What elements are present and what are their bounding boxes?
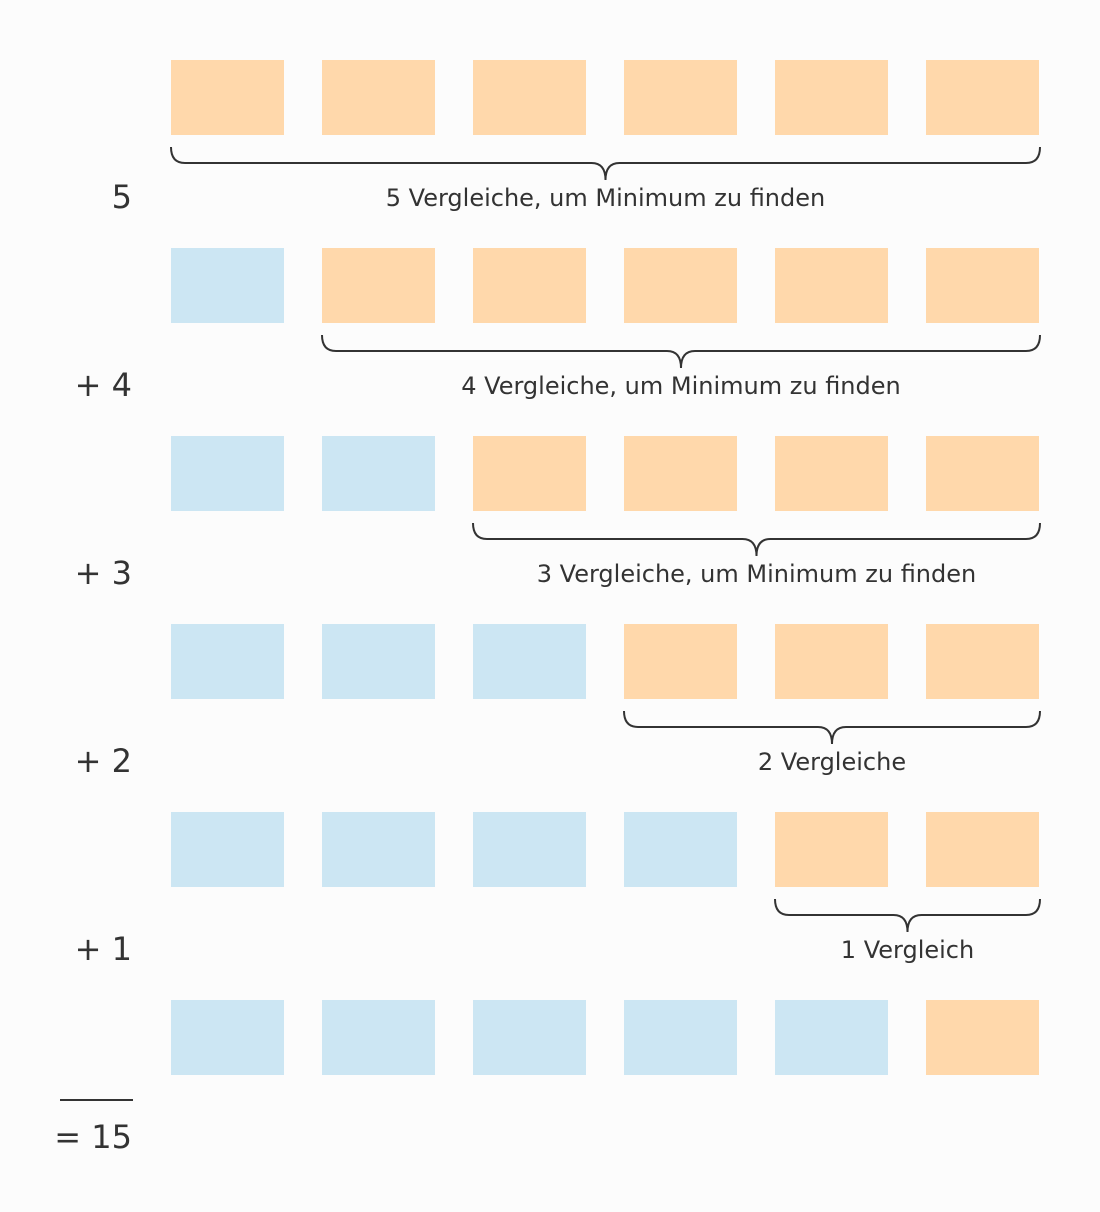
box	[624, 248, 737, 323]
box	[926, 60, 1039, 135]
box	[171, 1000, 284, 1075]
box	[171, 812, 284, 887]
brace-label: 2 Vergleiche	[758, 748, 906, 776]
box	[322, 624, 435, 699]
box	[473, 812, 586, 887]
box	[926, 248, 1039, 323]
total: = 15	[54, 1118, 132, 1156]
brace-label: 1 Vergleich	[841, 936, 974, 964]
brace	[472, 522, 1041, 557]
box	[775, 624, 888, 699]
brace	[774, 898, 1041, 933]
box	[322, 248, 435, 323]
box	[926, 436, 1039, 511]
box	[775, 812, 888, 887]
brace-label: 3 Vergleiche, um Minimum zu finden	[537, 560, 976, 588]
box	[775, 1000, 888, 1075]
count: 5	[112, 178, 132, 216]
brace	[321, 334, 1041, 369]
brace-label: 5 Vergleiche, um Minimum zu finden	[386, 184, 825, 212]
box	[775, 60, 888, 135]
box	[473, 624, 586, 699]
box	[624, 812, 737, 887]
box	[926, 1000, 1039, 1075]
brace-label: 4 Vergleiche, um Minimum zu finden	[461, 372, 900, 400]
box	[171, 60, 284, 135]
box	[926, 624, 1039, 699]
box	[624, 1000, 737, 1075]
count: + 1	[75, 930, 132, 968]
count: + 2	[75, 742, 132, 780]
box	[624, 624, 737, 699]
brace	[170, 146, 1041, 181]
box	[473, 436, 586, 511]
box	[322, 60, 435, 135]
box	[624, 60, 737, 135]
box	[171, 248, 284, 323]
box	[473, 1000, 586, 1075]
box	[775, 436, 888, 511]
box	[473, 60, 586, 135]
brace	[623, 710, 1041, 745]
box	[171, 436, 284, 511]
box	[322, 1000, 435, 1075]
box	[322, 436, 435, 511]
box	[473, 248, 586, 323]
box	[171, 624, 284, 699]
box	[624, 436, 737, 511]
box	[926, 812, 1039, 887]
box	[322, 812, 435, 887]
box	[775, 248, 888, 323]
count: + 4	[75, 366, 132, 404]
count: + 3	[75, 554, 132, 592]
